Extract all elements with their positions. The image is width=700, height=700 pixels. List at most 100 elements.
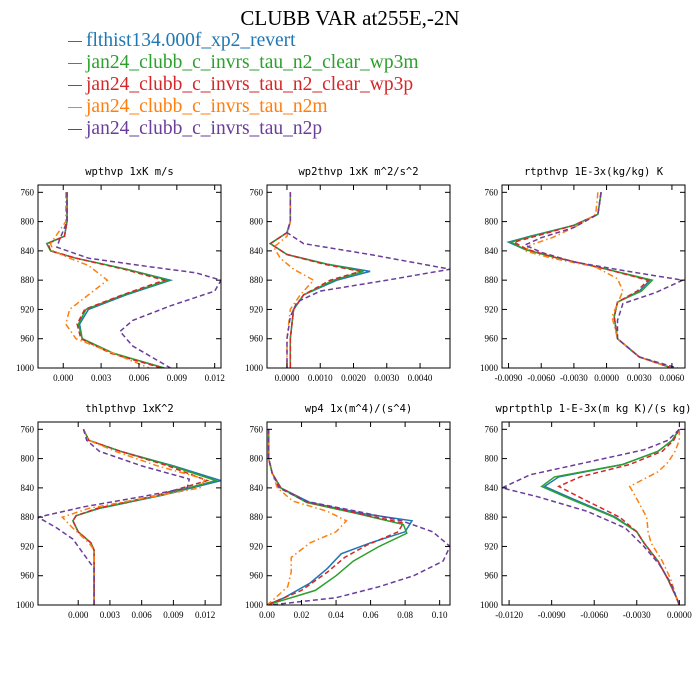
series-line	[512, 192, 673, 368]
legend-line-icon	[68, 85, 82, 87]
x-tick-label: -0.0090	[495, 373, 523, 383]
y-tick-label: 960	[485, 571, 499, 581]
series-line	[268, 192, 364, 368]
series-line	[72, 428, 210, 605]
plot-frame	[501, 184, 686, 369]
y-tick-label: 960	[21, 334, 35, 344]
x-tick-label: 0.0000	[667, 610, 692, 620]
y-tick-label: 840	[485, 246, 499, 256]
panel-title: wp4 1x(m^4)/(s^4)	[305, 403, 412, 415]
y-tick-label: 800	[250, 454, 264, 464]
y-tick-label: 840	[250, 246, 264, 256]
series-line	[267, 429, 450, 605]
x-tick-label: 0.0000	[594, 373, 619, 383]
panel-title: thlpthvp 1xK^2	[85, 403, 174, 415]
x-tick-label: 0.006	[132, 610, 153, 620]
x-tick-label: 0.08	[397, 610, 413, 620]
series-line	[72, 428, 221, 605]
series-line	[523, 192, 673, 368]
x-tick-label: 0.10	[432, 610, 448, 620]
x-tick-label: 0.000	[53, 373, 74, 383]
y-tick-label: 760	[21, 187, 35, 197]
plot-frame	[501, 421, 686, 606]
y-tick-label: 880	[485, 512, 499, 522]
series-line	[540, 428, 681, 605]
legend-label: flthist134.000f_xp2_revert	[86, 30, 296, 51]
y-tick-label: 800	[21, 217, 35, 227]
legend-line-icon	[68, 41, 82, 43]
x-tick-label: 0.0020	[341, 373, 366, 383]
legend-label: jan24_clubb_c_invrs_tau_n2_clear_wp3m	[86, 52, 419, 73]
plot-frame	[266, 421, 451, 606]
y-tick-label: 800	[21, 454, 35, 464]
panel-title: wprtpthlp 1-E-3x(m kg K)/(s kg)	[496, 403, 692, 415]
x-tick-label: 0.0010	[308, 373, 333, 383]
x-tick-label: 0.00	[259, 610, 275, 620]
legend-entry: jan24_clubb_c_invrs_tau_n2m	[68, 96, 419, 118]
x-tick-label: 0.009	[163, 610, 184, 620]
y-tick-label: 800	[485, 217, 499, 227]
x-tick-label: 0.000	[68, 610, 89, 620]
y-tick-label: 960	[250, 334, 264, 344]
y-tick-label: 880	[21, 512, 35, 522]
y-tick-label: 920	[250, 304, 264, 314]
x-tick-label: 0.04	[328, 610, 344, 620]
x-tick-label: 0.009	[167, 373, 188, 383]
y-tick-label: 920	[250, 541, 264, 551]
plot-frame	[266, 184, 451, 369]
legend-entry: jan24_clubb_c_invrs_tau_n2_clear_wp3m	[68, 52, 419, 74]
y-tick-label: 960	[485, 334, 499, 344]
legend-entry: jan24_clubb_c_invrs_tau_n2_clear_wp3p	[68, 74, 419, 96]
x-tick-label: 0.0000	[275, 373, 300, 383]
y-tick-label: 840	[485, 483, 499, 493]
x-tick-label: 0.02	[294, 610, 310, 620]
chart-panel: rtpthvp 1E-3x(kg/kg) K 760 800 840 880 920 960…	[480, 166, 686, 383]
legend-line-icon	[68, 63, 82, 65]
x-tick-label: 0.0030	[627, 373, 652, 383]
series-line	[556, 428, 681, 605]
y-tick-label: 880	[21, 275, 35, 285]
x-tick-label: 0.06	[363, 610, 379, 620]
y-tick-label: 800	[485, 454, 499, 464]
x-tick-label: -0.0060	[580, 610, 608, 620]
y-tick-label: 840	[250, 483, 264, 493]
legend: flthist134.000f_xp2_revert jan24_clubb_c…	[68, 30, 419, 140]
legend-label: jan24_clubb_c_invrs_tau_n2_clear_wp3p	[86, 74, 414, 95]
x-tick-label: -0.0060	[527, 373, 555, 383]
y-tick-label: 920	[485, 541, 499, 551]
series-line	[47, 192, 167, 368]
x-tick-label: -0.0120	[495, 610, 523, 620]
series-line	[60, 428, 207, 605]
series-line	[45, 192, 171, 368]
series-line	[543, 428, 681, 605]
y-tick-label: 960	[250, 571, 264, 581]
series-line	[286, 192, 450, 368]
series-line	[267, 429, 414, 605]
chart-panel: wpthvp 1xK m/s 760 800 840 880 920 960 1000 0.00…	[16, 166, 225, 383]
y-tick-label: 1000	[16, 363, 35, 373]
chart-panel: wprtpthlp 1-E-3x(m kg K)/(s kg) 760 800 840…	[480, 403, 692, 620]
legend-label: jan24_clubb_c_invrs_tau_n2m	[86, 96, 328, 117]
legend-line-icon	[68, 107, 82, 109]
y-tick-label: 760	[21, 424, 35, 434]
series-line	[523, 192, 685, 368]
y-tick-label: 840	[21, 246, 35, 256]
panel-title: rtpthvp 1E-3x(kg/kg) K	[524, 166, 664, 178]
y-tick-label: 1000	[480, 600, 499, 610]
x-tick-label: 0.0040	[408, 373, 433, 383]
y-tick-label: 920	[21, 541, 35, 551]
y-tick-label: 1000	[245, 600, 264, 610]
series-line	[55, 192, 221, 368]
panel-title: wp2thvp 1xK m^2/s^2	[298, 166, 418, 178]
legend-entry: jan24_clubb_c_invrs_tau_n2p	[68, 118, 419, 140]
plot-frame	[37, 421, 222, 606]
series-line	[268, 192, 361, 368]
chart-panel: wp4 1x(m^4)/(s^4)76080084088092096010000…	[245, 403, 451, 620]
x-tick-label: 0.012	[205, 373, 225, 383]
y-tick-label: 840	[21, 483, 35, 493]
y-tick-label: 920	[21, 304, 35, 314]
x-tick-label: -0.0030	[560, 373, 588, 383]
x-tick-label: 0.003	[100, 610, 121, 620]
x-tick-label: 0.003	[91, 373, 112, 383]
